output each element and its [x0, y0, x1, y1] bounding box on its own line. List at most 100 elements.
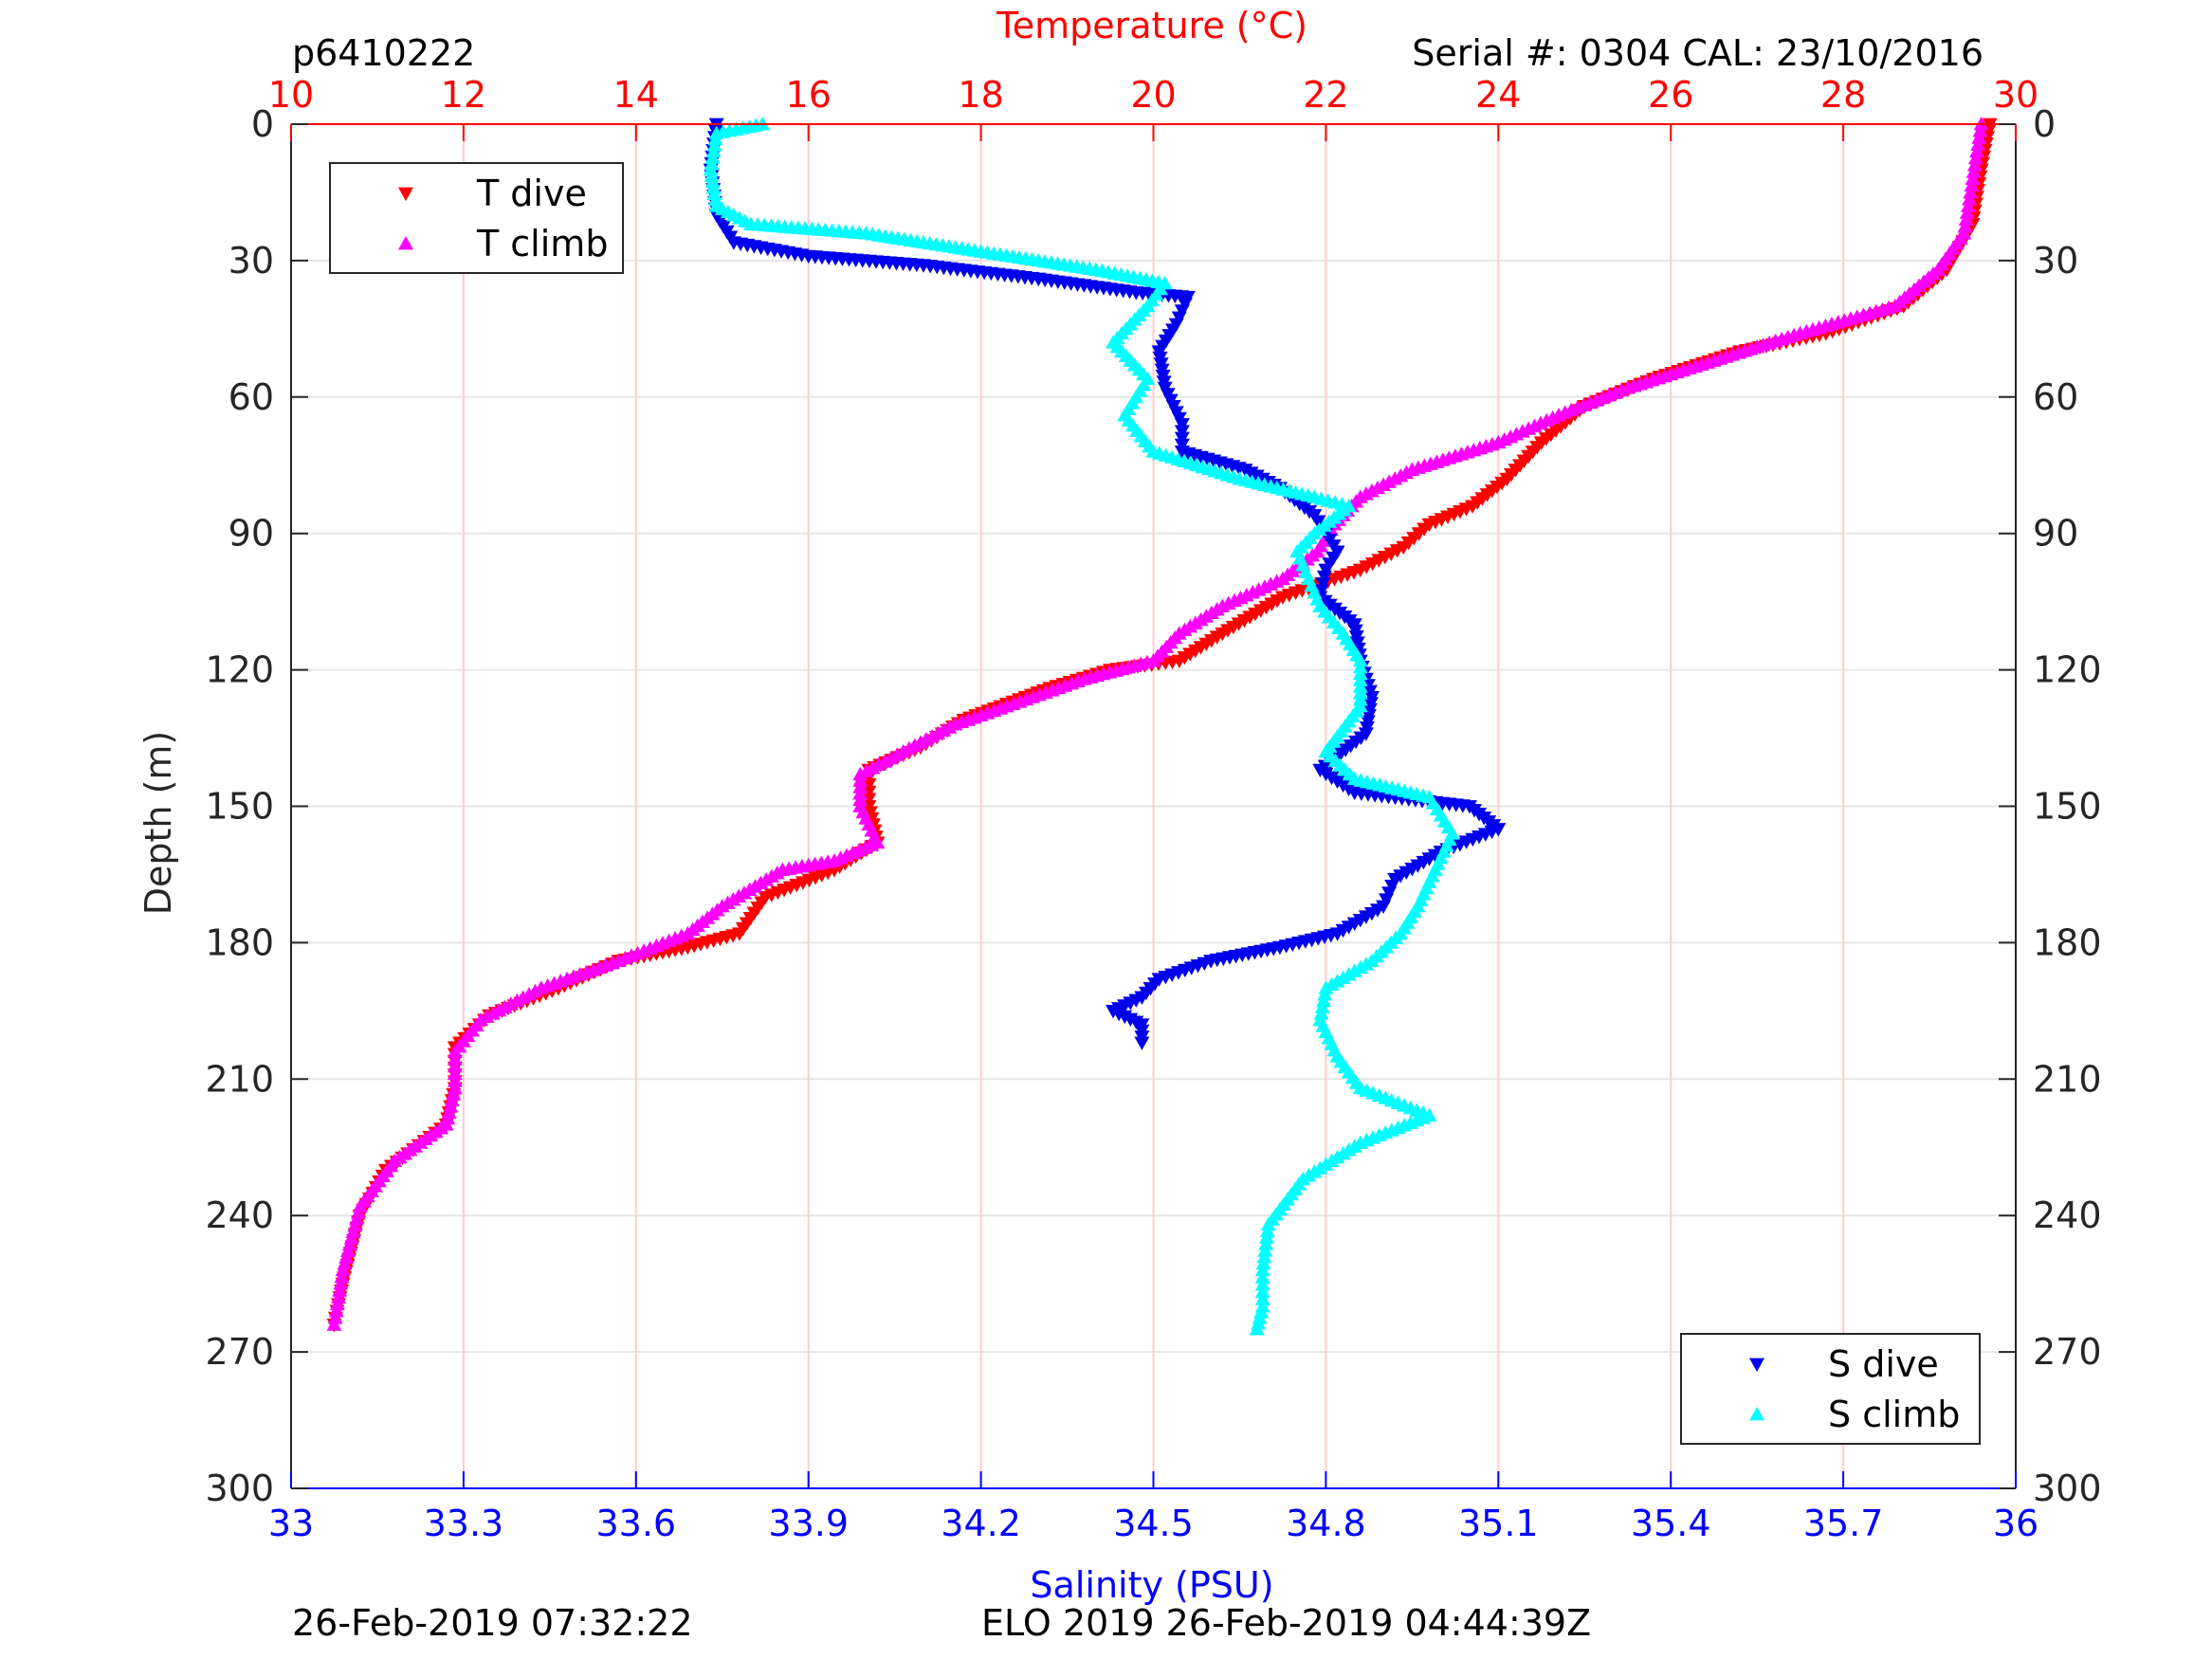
- data-point: [1260, 1216, 1276, 1231]
- data-point: [447, 1080, 463, 1095]
- depth-tick-label-left: 90: [229, 513, 274, 555]
- data-point: [1969, 143, 1985, 158]
- legend-salinity: S dive S climb: [1680, 1333, 1981, 1445]
- data-point: [704, 173, 721, 189]
- depth-tick-label-left: 150: [205, 786, 274, 828]
- data-point: [1259, 1223, 1275, 1238]
- data-point: [705, 143, 722, 158]
- data-point: [335, 1262, 351, 1277]
- data-point: [447, 1044, 463, 1058]
- data-point: [1249, 1322, 1265, 1336]
- salinity-tick-label: 33.6: [595, 1503, 676, 1544]
- data-point: [440, 1110, 456, 1125]
- data-point: [705, 180, 722, 194]
- depth-tick-label-right: 180: [2033, 921, 2102, 963]
- data-point: [447, 1066, 463, 1080]
- temperature-tick-label: 28: [1820, 74, 1866, 116]
- data-point: [1963, 184, 1979, 199]
- depth-tick-label-right: 30: [2033, 240, 2078, 282]
- data-point: [861, 778, 877, 793]
- series-t-climb: [326, 117, 1989, 1331]
- legend-label: T dive: [476, 173, 587, 214]
- series-s-dive: [703, 118, 1507, 1050]
- depth-tick-label-left: 60: [229, 376, 274, 418]
- legend-label: S dive: [1828, 1343, 1939, 1385]
- data-point: [1964, 177, 1980, 192]
- legend-marker: [1749, 1407, 1764, 1421]
- grid: [290, 123, 2017, 1489]
- data-point: [1317, 987, 1333, 1001]
- depth-tick-label-right: 90: [2033, 513, 2078, 555]
- data-point: [443, 1099, 459, 1113]
- data-point: [1313, 1006, 1329, 1020]
- data-point: [706, 186, 722, 200]
- data-point: [706, 137, 722, 152]
- data-point: [1254, 1269, 1271, 1284]
- depth-tick-label-left: 210: [205, 1058, 274, 1100]
- depth-tick-label-left: 30: [229, 240, 274, 282]
- salinity-tick-label: 34.2: [941, 1503, 1021, 1544]
- data-point: [1254, 1262, 1271, 1277]
- data-point: [1958, 211, 1974, 227]
- header-serial-cal: Serial #: 0304 CAL: 23/10/2016: [1412, 32, 1983, 74]
- data-point: [1318, 980, 1334, 994]
- data-point: [703, 161, 719, 176]
- temperature-axis-label: Temperature (°C): [996, 5, 1307, 46]
- data-point: [447, 1051, 463, 1066]
- temperature-tick-label: 10: [268, 74, 314, 116]
- depth-tick-label-left: 300: [205, 1468, 274, 1509]
- data-point: [1254, 1284, 1271, 1299]
- legends: T dive T climb S dive S climb: [329, 162, 1981, 1445]
- depth-tick-label-right: 0: [2033, 103, 2056, 145]
- temperature-tick-label: 20: [1130, 74, 1176, 116]
- legend-label: T climb: [476, 223, 608, 264]
- salinity-tick-label: 34.5: [1113, 1503, 1194, 1544]
- temperature-tick-label: 14: [613, 74, 659, 116]
- legend-temperature: T dive T climb: [329, 162, 624, 274]
- data-point: [1256, 1249, 1272, 1264]
- data-point: [326, 1317, 342, 1331]
- data-point: [447, 1058, 463, 1073]
- data-point: [704, 155, 720, 170]
- depth-tick-label-left: 180: [205, 921, 274, 963]
- data-point: [1967, 150, 1983, 165]
- legend-box: [1680, 1333, 1981, 1445]
- data-point: [1315, 993, 1331, 1008]
- depth-tick-label-left: 0: [251, 103, 274, 145]
- legend-marker: [398, 236, 413, 250]
- data-point: [1254, 1277, 1271, 1291]
- data-point: [708, 125, 724, 139]
- data-point: [1134, 1036, 1150, 1050]
- data-point: [1970, 137, 1986, 151]
- temperature-tick-label: 12: [441, 74, 486, 116]
- depth-tick-label-right: 210: [2033, 1058, 2102, 1100]
- data-point: [707, 131, 723, 146]
- data-point: [704, 150, 721, 164]
- legend-label: S climb: [1828, 1394, 1960, 1435]
- data-point: [1257, 1243, 1273, 1257]
- data-point: [1255, 1255, 1271, 1270]
- data-point: [1258, 1236, 1274, 1250]
- data-point: [1966, 157, 1983, 172]
- depth-tick-label-left: 270: [205, 1331, 274, 1373]
- temperature-tick-label: 26: [1648, 74, 1693, 116]
- data-point: [1957, 218, 1973, 233]
- data-point: [1972, 123, 1988, 137]
- data-point: [707, 191, 723, 207]
- depth-tick-label-right: 150: [2033, 786, 2102, 828]
- depth-tick-label-left: 120: [205, 649, 274, 691]
- depth-tick-label-right: 60: [2033, 376, 2078, 418]
- data-point: [327, 1310, 343, 1324]
- data-point: [704, 168, 720, 182]
- depth-axis-label: Depth (m): [137, 731, 179, 916]
- legend-marker: [398, 187, 413, 201]
- data-point: [441, 1104, 457, 1119]
- data-series: [326, 117, 1998, 1336]
- data-point: [334, 1268, 350, 1284]
- data-point: [444, 1092, 460, 1107]
- header-cast-id: p6410222: [292, 32, 475, 74]
- data-point: [1965, 171, 1981, 185]
- depth-tick-label-right: 300: [2033, 1468, 2102, 1509]
- data-point: [1259, 1230, 1275, 1244]
